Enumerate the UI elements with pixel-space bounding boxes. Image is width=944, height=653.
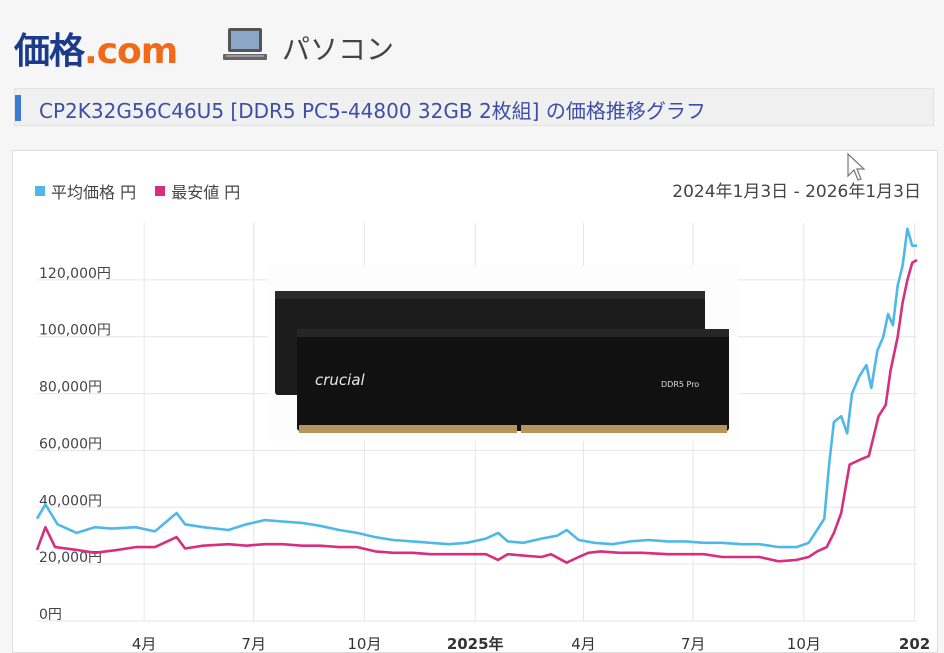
kakaku-logo[interactable]: 価格.com (14, 22, 178, 74)
chart-lines (35, 227, 918, 564)
legend-label-average: 平均価格 円 (51, 183, 137, 202)
page-title-bar: CP2K32G56C46U5 [DDR5 PC5-44800 32GB 2枚組]… (14, 88, 934, 126)
y-axis: 0円 20,000円 40,000円 60,000円 80,000円 100,000円 12… (39, 266, 111, 623)
legend-item-average[interactable]: 平均価格 円 (35, 179, 136, 203)
price-chart: 0円 20,000円 40,000円 60,000円 80,000円 100,000円 12… (35, 223, 930, 652)
title-accent (15, 95, 21, 121)
series-line-average (35, 227, 917, 549)
page-title: CP2K32G56C46U5 [DDR5 PC5-44800 32GB 2枚組]… (39, 99, 706, 123)
product-label: DDR5 Pro (661, 380, 699, 389)
x-tick-label: 7月 (681, 635, 706, 652)
x-tick-label: 202 (899, 635, 930, 652)
y-tick-label: 100,000円 (39, 323, 111, 339)
date-range[interactable]: 2024年1月3日 - 2026年1月3日 (672, 182, 921, 202)
y-tick-label: 80,000円 (39, 380, 102, 396)
y-tick-label: 120,000円 (39, 266, 111, 282)
series-line-lowest (35, 258, 918, 564)
x-tick-label: 2025年 (447, 635, 504, 652)
logo-main: 価格 (14, 31, 85, 72)
laptop-icon (223, 28, 267, 60)
legend-item-lowest[interactable]: 最安値 円 (155, 179, 240, 203)
price-chart-panel: 平均価格 円 最安値 円 2024年1月3日 - 2026年1月3日 0円 20,… (12, 150, 938, 653)
legend-label-lowest: 最安値 円 (171, 183, 241, 202)
chart-legend: 平均価格 円 最安値 円 (35, 179, 254, 203)
x-tick-label: 10月 (347, 635, 381, 652)
x-axis: 4月 7月 10月 2025年 4月 7月 10月 202 (132, 635, 930, 652)
x-tick-label: 4月 (571, 635, 596, 652)
mouse-cursor-icon (847, 152, 866, 181)
category-label[interactable]: パソコン (282, 33, 395, 66)
y-tick-label: 60,000円 (39, 436, 102, 452)
logo-domain: .com (84, 31, 178, 72)
x-tick-label: 10月 (787, 635, 821, 652)
x-tick-label: 4月 (132, 635, 157, 652)
y-tick-label: 20,000円 (39, 550, 102, 566)
y-tick-label: 40,000円 (39, 493, 102, 509)
legend-swatch-average (35, 186, 45, 196)
x-tick-label: 7月 (241, 635, 266, 652)
y-tick-label: 0円 (39, 607, 62, 623)
product-brand: crucial (315, 371, 366, 389)
product-image: crucial DDR5 Pro (268, 266, 738, 441)
legend-swatch-lowest (155, 186, 166, 196)
